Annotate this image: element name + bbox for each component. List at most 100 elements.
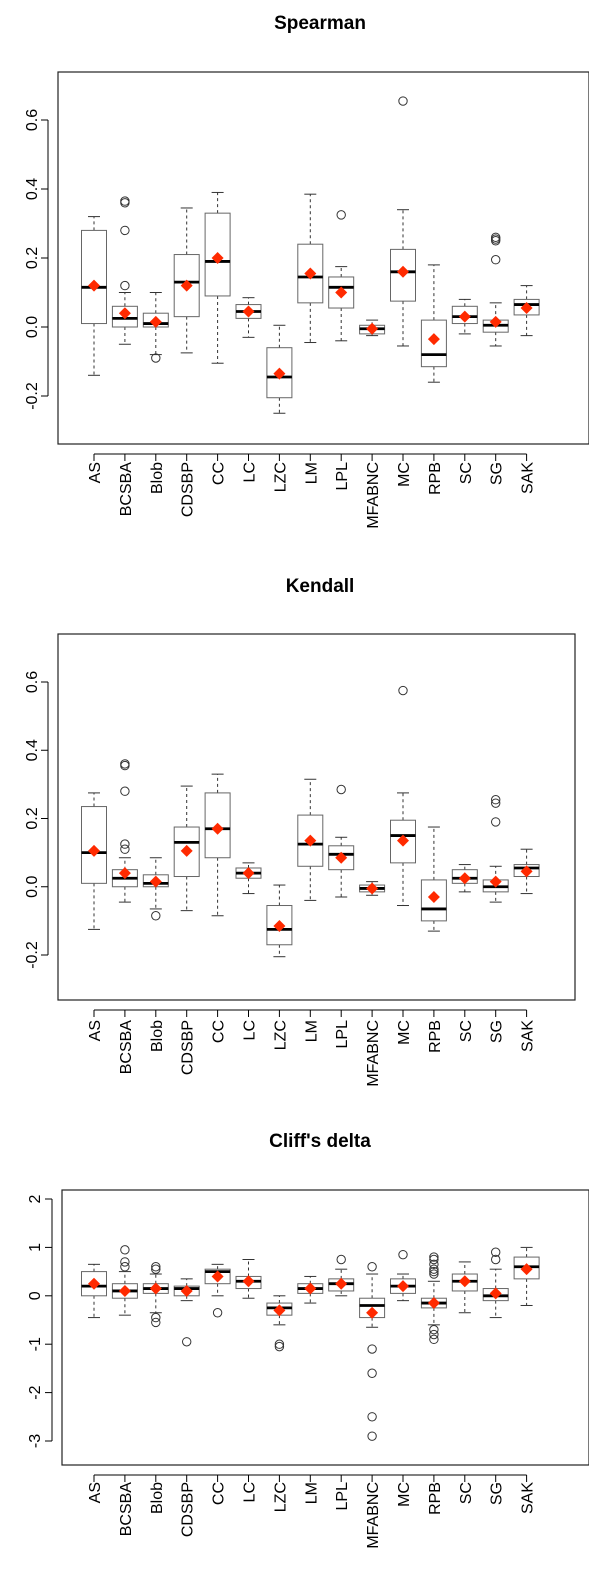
outlier-point — [429, 1324, 439, 1335]
outlier-point — [151, 1264, 161, 1274]
box-LZC — [266, 1295, 293, 1352]
y-tick-label: 2 — [27, 1194, 44, 1203]
outlier-point — [151, 911, 161, 921]
mean-marker — [366, 1306, 379, 1319]
outlier-point — [367, 1368, 377, 1378]
outlier-point — [182, 1337, 192, 1347]
box-MFABNC — [359, 1262, 386, 1441]
outlier-point — [120, 759, 130, 769]
outlier-point — [367, 1412, 377, 1422]
box-LC — [235, 297, 262, 338]
box-SC — [451, 864, 478, 893]
category-label: CC — [211, 1020, 228, 1043]
y-tick-label: 0.6 — [24, 109, 41, 131]
outlier-point — [120, 1257, 130, 1267]
outlier-point — [429, 1329, 439, 1340]
outlier-point — [429, 1252, 439, 1262]
box-CDSBP — [173, 1278, 200, 1347]
box-AS — [81, 792, 107, 930]
mean-marker — [242, 305, 255, 318]
mean-marker — [211, 252, 224, 264]
category-label: RPB — [427, 1482, 444, 1515]
mean-marker — [118, 307, 131, 320]
box-LM — [297, 193, 324, 344]
outlier-point — [429, 1254, 439, 1265]
y-tick-label: 0.6 — [24, 671, 41, 693]
y-tick-label: 1 — [27, 1243, 44, 1252]
box-Blob — [142, 857, 169, 921]
category-label: CDSBP — [180, 1482, 197, 1537]
outlier-point — [212, 1308, 223, 1318]
chart-panel-1: Kendall -0.2 0.0 0.2 0.4 0.6 AS BCSBA Blob CDSBP C… — [24, 576, 576, 1087]
chart-title: Spearman — [274, 13, 366, 34]
outlier-point — [491, 232, 501, 243]
mean-marker — [304, 267, 317, 280]
category-label: SAK — [520, 1020, 537, 1052]
outlier-point — [491, 795, 501, 805]
outlier-point — [120, 280, 130, 291]
category-label: RPB — [427, 1020, 444, 1053]
box-LPL — [328, 210, 355, 342]
mean-marker — [520, 865, 533, 878]
y-tick-label: 0.0 — [24, 316, 41, 338]
mean-marker — [88, 844, 100, 857]
plot-frame — [61, 1189, 589, 1466]
box-SC — [451, 298, 478, 335]
outlier-point — [151, 353, 161, 363]
box-CC — [204, 773, 231, 917]
category-label: MC — [396, 1020, 413, 1045]
outlier-point — [429, 1264, 439, 1274]
mean-marker — [88, 1277, 100, 1290]
category-label: AS — [87, 1020, 104, 1041]
box-LZC — [266, 884, 293, 958]
outlier-point — [274, 1341, 285, 1352]
box-LM — [297, 1275, 324, 1304]
category-label: AS — [87, 1482, 104, 1503]
outlier-point — [151, 1312, 161, 1323]
box-MC — [390, 685, 416, 907]
mean-marker — [118, 867, 131, 880]
box-SAK — [513, 848, 540, 895]
mean-marker — [273, 367, 286, 380]
chart-title: Kendall — [286, 576, 355, 597]
outlier-point — [151, 1262, 161, 1272]
box-RPB — [420, 826, 447, 932]
y-tick-label: -0.2 — [24, 382, 41, 410]
box-LZC — [266, 324, 293, 414]
mean-marker — [458, 1275, 471, 1288]
mean-marker — [397, 265, 409, 278]
y-tick-label: 0.2 — [24, 247, 41, 269]
outlier-point — [491, 798, 501, 808]
y-tick-label: -0.2 — [24, 941, 41, 969]
mean-marker — [427, 890, 440, 903]
category-label: BCSBA — [118, 462, 135, 517]
outlier-point — [367, 1344, 377, 1354]
category-label: MC — [396, 1482, 413, 1507]
y-tick-label: -1 — [27, 1337, 44, 1351]
box-Blob — [142, 1262, 169, 1328]
outlier-point — [367, 1262, 377, 1272]
box-LPL — [328, 784, 355, 898]
outlier-point — [151, 1317, 161, 1328]
outlier-point — [274, 1339, 285, 1349]
category-label: LM — [303, 462, 320, 484]
box-BCSBA — [111, 196, 138, 345]
mean-marker — [335, 851, 348, 864]
mean-marker — [273, 919, 286, 932]
category-label: SC — [458, 462, 475, 484]
category-label: Blob — [149, 1020, 166, 1052]
mean-marker — [180, 279, 193, 292]
category-label: SG — [489, 462, 506, 485]
box-CC — [204, 1263, 231, 1318]
box-AS — [81, 1263, 107, 1319]
box-CC — [204, 191, 231, 364]
mean-marker — [335, 1277, 348, 1290]
iqr-box — [173, 254, 200, 318]
category-label: BCSBA — [118, 1020, 135, 1075]
category-label: LC — [242, 1482, 259, 1502]
box-BCSBA — [111, 759, 138, 903]
box-AS — [81, 216, 107, 376]
box-SG — [482, 232, 509, 347]
category-label: CC — [211, 1482, 228, 1505]
outlier-point — [367, 1431, 377, 1441]
